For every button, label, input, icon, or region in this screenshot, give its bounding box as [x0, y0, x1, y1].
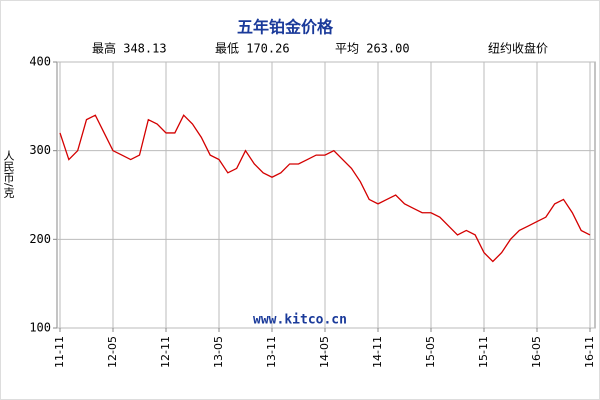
- y-axis-label: 人民币/克: [2, 150, 15, 198]
- x-tick-label: 14-11: [371, 336, 384, 368]
- y-tick-label: 100: [29, 321, 51, 335]
- chart-title: 五年铂金价格: [237, 18, 334, 37]
- stat-average: 平均 263.00: [335, 42, 410, 56]
- x-tick-label: 12-05: [106, 336, 119, 368]
- x-tick-label: 16-05: [530, 336, 543, 368]
- x-tick-label: 13-05: [212, 336, 225, 368]
- stat-high: 最高 348.13: [92, 41, 167, 56]
- x-tick-label: 13-11: [265, 336, 278, 368]
- y-tick-label: 200: [29, 232, 51, 246]
- plot-area: [56, 61, 596, 329]
- x-tick-label: 12-11: [159, 336, 172, 368]
- x-tick-label: 14-05: [318, 336, 331, 368]
- x-tick-label: 16-11: [583, 336, 596, 368]
- y-tick-label: 300: [29, 143, 51, 157]
- x-tick-label: 15-05: [424, 336, 437, 368]
- stat-low: 最低 170.26: [215, 42, 290, 56]
- price-line: [59, 114, 591, 263]
- watermark-url: www.kitco.cn: [253, 313, 347, 328]
- subtitle: 纽约收盘价: [488, 41, 548, 56]
- x-tick-label: 11-11: [53, 336, 66, 368]
- y-tick-label: 400: [29, 55, 51, 69]
- x-tick-label: 15-11: [477, 336, 490, 368]
